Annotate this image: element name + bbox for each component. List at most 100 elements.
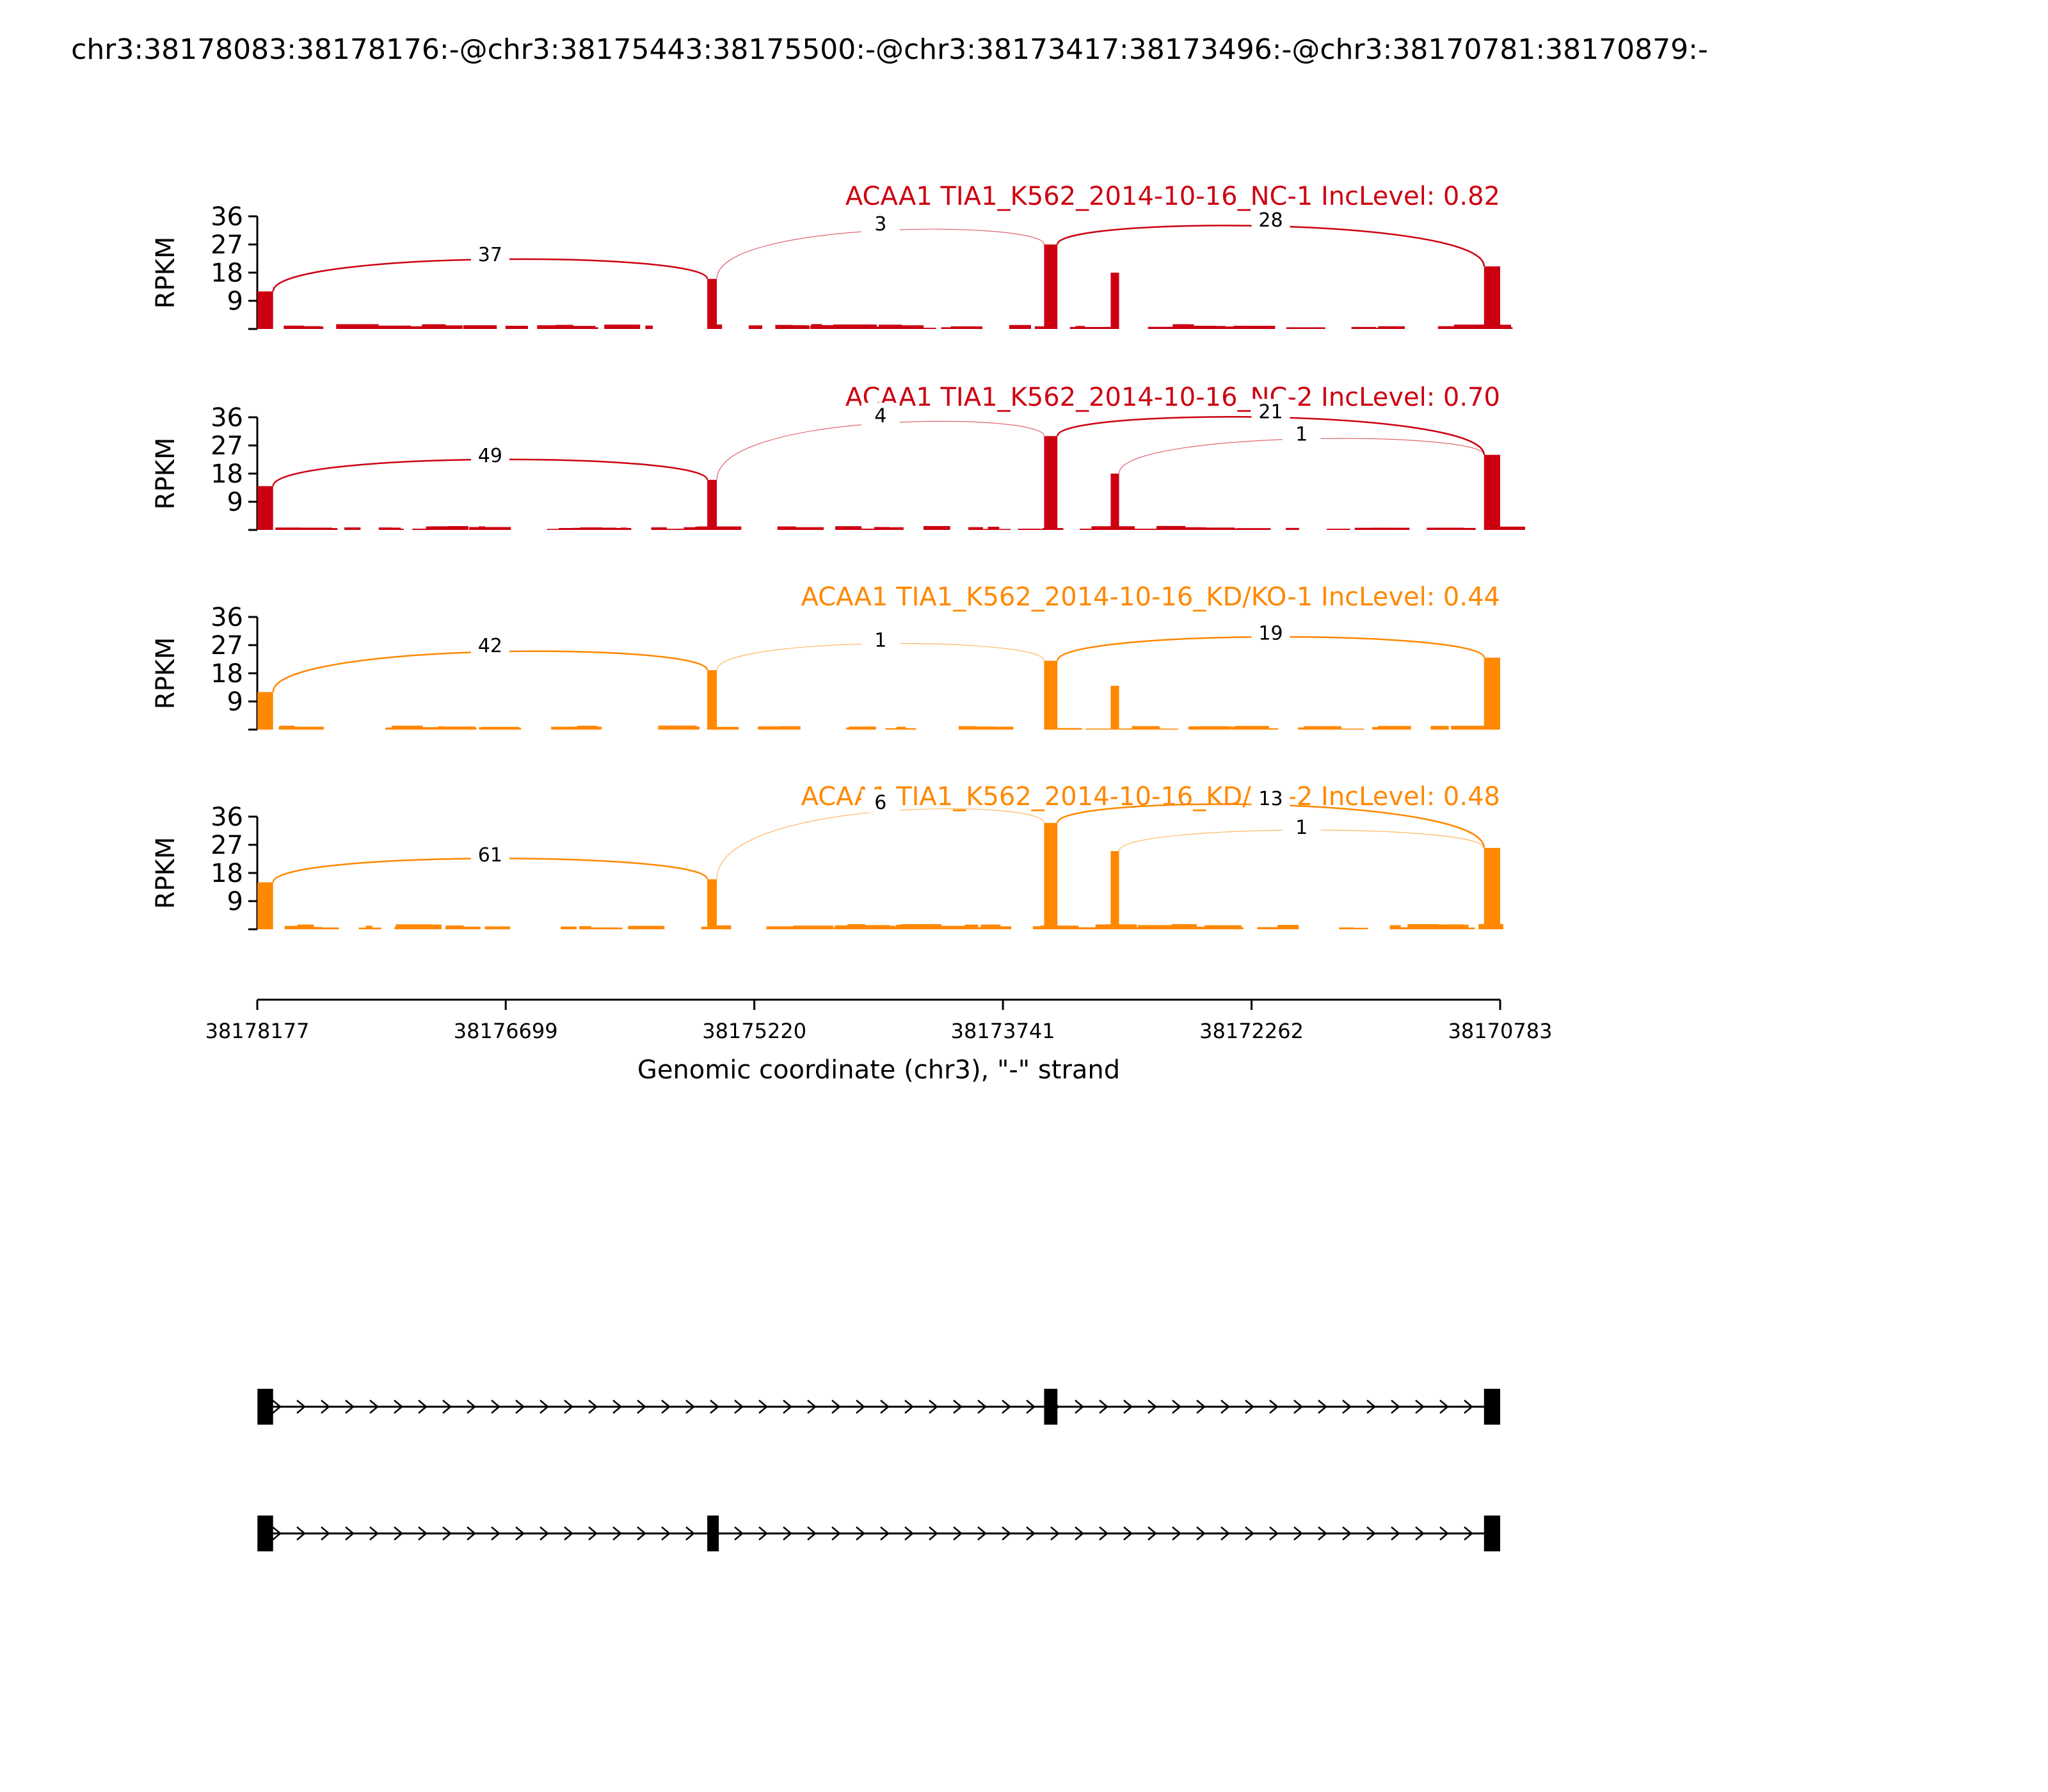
strand-arrow bbox=[1123, 1526, 1133, 1540]
intron-coverage bbox=[917, 328, 936, 329]
junction-count-label: 13 bbox=[1258, 788, 1283, 810]
strand-arrow bbox=[1415, 1400, 1425, 1414]
strand-arrow bbox=[734, 1400, 744, 1414]
intron-coverage bbox=[1043, 528, 1064, 530]
intron-coverage bbox=[421, 325, 463, 329]
junction-count-label: 28 bbox=[1258, 209, 1283, 232]
exon-coverage bbox=[1110, 273, 1119, 329]
strand-arrow bbox=[442, 1400, 452, 1414]
intron-coverage bbox=[988, 527, 1000, 530]
strand-arrow bbox=[880, 1526, 890, 1540]
exon-coverage bbox=[1110, 851, 1119, 929]
x-tick-label: 38178177 bbox=[205, 1019, 310, 1043]
strand-arrow bbox=[540, 1400, 549, 1414]
intron-coverage bbox=[882, 325, 924, 329]
intron-coverage bbox=[1366, 328, 1383, 329]
strand-arrow bbox=[661, 1400, 671, 1414]
x-tick-label: 38172262 bbox=[1199, 1019, 1304, 1043]
intron-coverage bbox=[484, 926, 510, 929]
junction-count-label: 37 bbox=[478, 244, 502, 266]
strand-arrow bbox=[977, 1400, 987, 1414]
strand-arrow bbox=[880, 1400, 890, 1414]
strand-arrow bbox=[1099, 1526, 1108, 1540]
junction-count-label: 3 bbox=[874, 213, 886, 236]
junction-arc bbox=[716, 228, 1045, 279]
intron-coverage bbox=[551, 726, 580, 730]
intron-coverage bbox=[547, 529, 568, 530]
intron-coverage bbox=[1212, 927, 1244, 929]
strand-arrow bbox=[807, 1526, 817, 1540]
junction-label-bg bbox=[1251, 785, 1290, 809]
isoform-exon bbox=[1044, 1389, 1058, 1425]
strand-arrow bbox=[1220, 1526, 1230, 1540]
strand-arrow bbox=[1148, 1400, 1157, 1414]
intron-coverage bbox=[781, 325, 807, 329]
strand-arrow bbox=[929, 1400, 938, 1414]
strand-arrow bbox=[564, 1400, 573, 1414]
strand-arrow bbox=[734, 1526, 744, 1540]
y-tick-label: 27 bbox=[211, 230, 243, 260]
intron-coverage bbox=[1069, 326, 1082, 329]
intron-coverage bbox=[1174, 324, 1194, 329]
junction-label-bg bbox=[1251, 399, 1290, 422]
junction-arc bbox=[716, 808, 1045, 879]
strand-arrow bbox=[272, 1400, 282, 1414]
strand-arrow bbox=[1075, 1400, 1084, 1414]
intron-coverage bbox=[815, 325, 856, 329]
intron-coverage bbox=[445, 926, 481, 929]
strand-arrow bbox=[1293, 1526, 1303, 1540]
intron-coverage bbox=[923, 525, 950, 530]
intron-coverage bbox=[1204, 728, 1225, 730]
exon-coverage bbox=[707, 670, 717, 730]
intron-coverage bbox=[1137, 925, 1174, 929]
y-tick-label: 9 bbox=[227, 687, 243, 717]
x-tick-label: 38176699 bbox=[454, 1019, 558, 1043]
intron-coverage bbox=[284, 925, 307, 929]
intron-coverage bbox=[849, 726, 876, 730]
isoform-track bbox=[257, 1516, 1500, 1551]
strand-arrow bbox=[1318, 1526, 1327, 1540]
intron-coverage bbox=[1327, 529, 1350, 530]
intron-coverage bbox=[758, 726, 798, 730]
x-tick-label: 38170783 bbox=[1448, 1019, 1553, 1043]
strand-arrow bbox=[1026, 1400, 1036, 1414]
junction-count-label: 1 bbox=[1295, 817, 1308, 839]
intron-coverage bbox=[1478, 924, 1503, 929]
exon-coverage bbox=[707, 479, 717, 530]
intron-coverage bbox=[777, 526, 796, 530]
strand-arrow bbox=[1391, 1400, 1400, 1414]
strand-arrow bbox=[685, 1526, 695, 1540]
intron-coverage bbox=[900, 924, 941, 929]
intron-coverage bbox=[689, 726, 700, 730]
strand-arrow bbox=[1391, 1526, 1400, 1540]
intron-coverage bbox=[392, 725, 423, 730]
intron-coverage bbox=[463, 325, 497, 329]
junction-count-label: 6 bbox=[874, 792, 886, 814]
intron-coverage bbox=[980, 924, 1001, 929]
junction-arc bbox=[716, 420, 1045, 480]
strand-arrow bbox=[612, 1526, 622, 1540]
intron-coverage bbox=[383, 529, 404, 530]
strand-arrow bbox=[272, 1526, 282, 1540]
strand-arrow bbox=[1245, 1526, 1254, 1540]
y-tick-label: 36 bbox=[211, 603, 243, 632]
intron-coverage bbox=[1413, 924, 1453, 929]
intron-coverage bbox=[579, 726, 598, 730]
intron-coverage bbox=[1448, 924, 1464, 929]
intron-coverage bbox=[426, 526, 448, 530]
intron-coverage bbox=[1110, 728, 1140, 730]
intron-coverage bbox=[309, 927, 339, 929]
exon-coverage bbox=[1484, 454, 1500, 530]
y-tick-label: 27 bbox=[211, 631, 243, 660]
intron-coverage bbox=[969, 529, 1011, 530]
y-tick-label: 36 bbox=[211, 202, 243, 232]
isoform-exon bbox=[257, 1516, 273, 1551]
intron-coverage bbox=[1356, 528, 1377, 530]
x-axis-label: Genomic coordinate (chr3), "-" strand bbox=[637, 1055, 1120, 1085]
intron-coverage bbox=[426, 728, 437, 730]
strand-arrow bbox=[612, 1400, 622, 1414]
strand-arrow bbox=[831, 1526, 841, 1540]
strand-arrow bbox=[321, 1526, 330, 1540]
intron-coverage bbox=[479, 727, 496, 730]
intron-coverage bbox=[1351, 326, 1376, 329]
